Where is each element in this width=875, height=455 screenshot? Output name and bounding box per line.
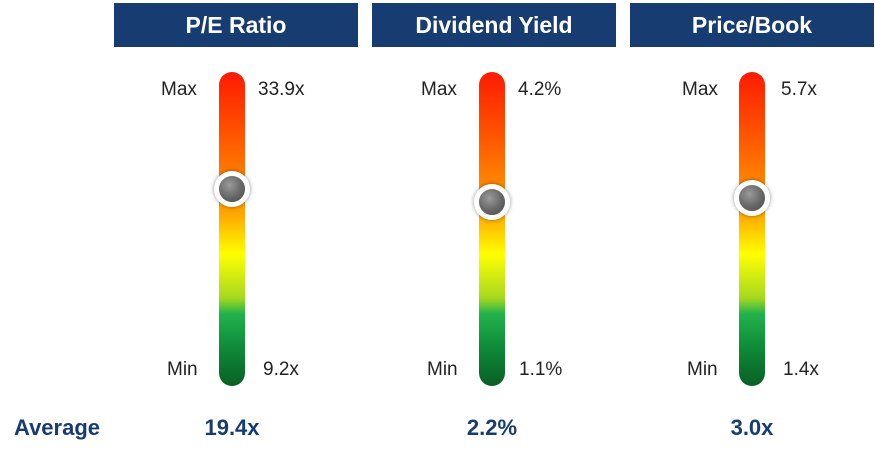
price-book-max-label: Max [682,79,718,100]
price-book-min-value: 1.4x [783,359,819,380]
dividend-yield-average-marker [474,184,510,221]
dividend-yield-scale-bar [479,72,505,386]
average-row-label: Average [14,415,101,440]
price-book-header: Price/Book [630,3,874,47]
dividend-yield-average-value: 2.2% [466,415,518,440]
dividend-yield-max-value: 4.2% [518,79,562,100]
price-book-average-value: 3.0x [730,415,774,440]
dividend-yield-min-label: Min [427,359,458,380]
dividend-yield-max-label: Max [421,79,457,100]
pe-ratio-scale-bar [219,72,245,386]
pe-ratio-max-label: Max [161,79,197,100]
price-book-min-label: Min [687,359,718,380]
pe-ratio-title: P/E Ratio [185,11,287,38]
pe-ratio-header: P/E Ratio [114,3,358,47]
pe-ratio-average-value: 19.4x [204,415,260,440]
dividend-yield-min-value: 1.1% [519,359,563,380]
pe-ratio-min-label: Min [167,359,198,380]
dividend-yield-title: Dividend Yield [415,11,573,38]
price-book-title: Price/Book [691,11,813,38]
price-book-max-value: 5.7x [781,79,817,100]
price-book-scale-bar [739,72,765,386]
dividend-yield-header: Dividend Yield [372,3,616,47]
pe-ratio-min-value: 9.2x [263,359,299,380]
pe-ratio-average-marker [214,170,250,207]
pe-ratio-max-value: 33.9x [258,79,305,100]
price-book-average-marker [734,179,770,216]
